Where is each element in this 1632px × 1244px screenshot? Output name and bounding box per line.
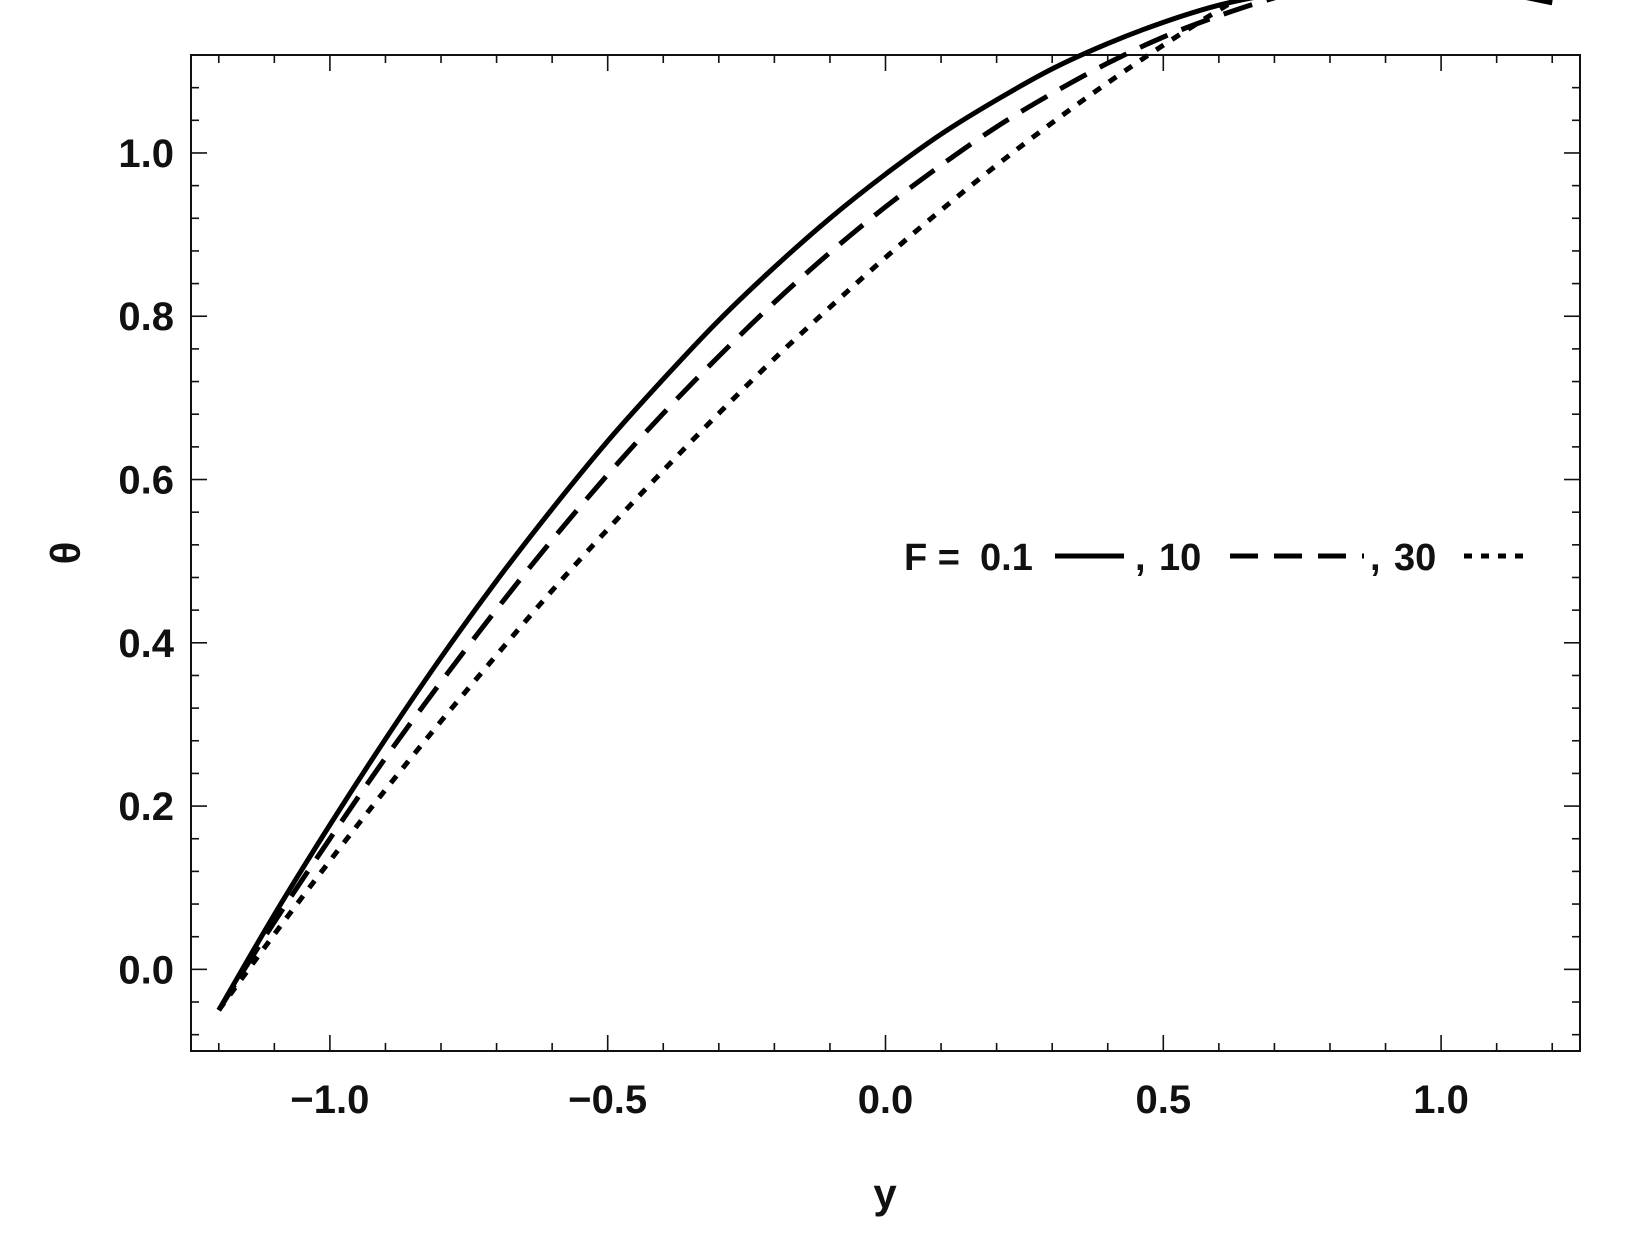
series-line-2 xyxy=(216,0,1277,1012)
legend: F = 0.1 , 10 , 30 xyxy=(904,537,1525,579)
legend-separator-1: , xyxy=(1135,537,1146,579)
y-tick-label: 0.4 xyxy=(118,622,174,666)
x-tick-label: 0.5 xyxy=(1135,1078,1191,1122)
y-tick-label: 0.0 xyxy=(118,948,174,992)
axis-ticks xyxy=(191,54,1580,1051)
axis-tick-labels: −1.0 −0.5 0.0 0.5 1.0 0.0 0.2 0.4 0.6 0.8 1.0 xyxy=(118,132,1469,1122)
x-axis-title: y xyxy=(873,1170,897,1217)
y-axis-title: θ xyxy=(42,542,89,565)
y-tick-label: 0.8 xyxy=(118,295,174,339)
series-layer xyxy=(216,0,1553,1012)
legend-entry-2-label: 10 xyxy=(1159,537,1201,579)
x-tick-label: −0.5 xyxy=(568,1078,647,1122)
y-tick-label: 0.2 xyxy=(118,785,174,829)
series-line-3 xyxy=(216,0,1241,1012)
x-tick-label: 0.0 xyxy=(858,1078,914,1122)
legend-entry-1-label: 0.1 xyxy=(980,537,1033,579)
y-tick-label: 1.0 xyxy=(118,132,174,176)
x-tick-label: 1.0 xyxy=(1413,1078,1469,1122)
legend-separator-2: , xyxy=(1370,537,1381,579)
x-tick-label: −1.0 xyxy=(290,1078,369,1122)
legend-prefix: F = xyxy=(904,537,960,579)
y-tick-label: 0.6 xyxy=(118,459,174,503)
legend-entry-3-label: 30 xyxy=(1394,537,1436,579)
series-line-1 xyxy=(216,0,1553,1012)
